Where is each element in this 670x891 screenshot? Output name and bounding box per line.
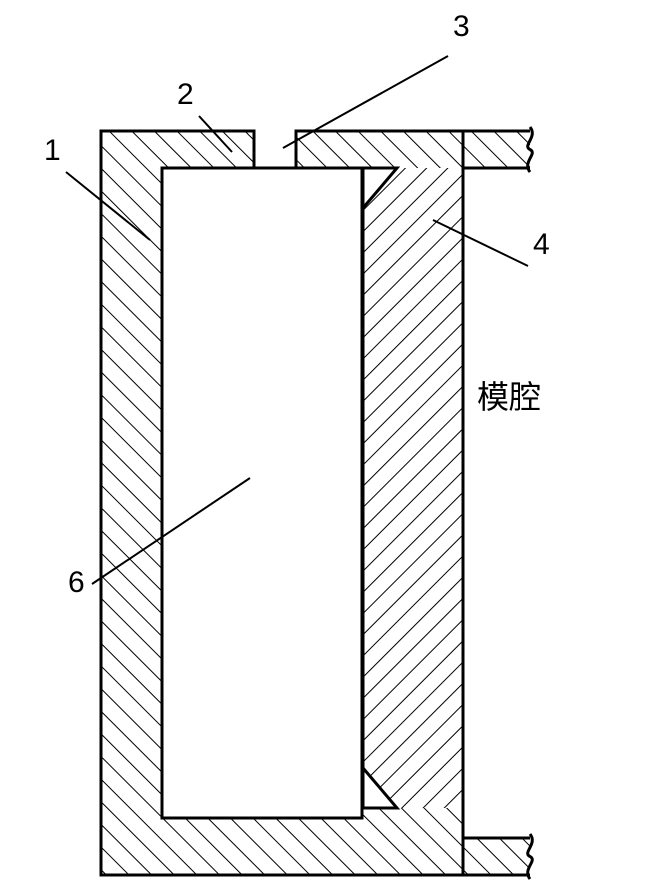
right-flange-top — [463, 131, 530, 168]
callout-3: 3 — [453, 10, 470, 44]
right-block — [363, 168, 463, 808]
right-flange-bottom — [463, 838, 530, 875]
callout-cavity_label: 模腔 — [477, 372, 541, 418]
callout-1: 1 — [44, 134, 61, 168]
callout-4: 4 — [533, 228, 550, 262]
callout-2: 2 — [177, 78, 194, 112]
diagram-root: 1 2 3 4 6 模腔 — [0, 0, 670, 891]
callout-6: 6 — [68, 566, 85, 600]
inner-cavity-outline — [162, 168, 362, 818]
cross-section-svg — [0, 0, 670, 891]
